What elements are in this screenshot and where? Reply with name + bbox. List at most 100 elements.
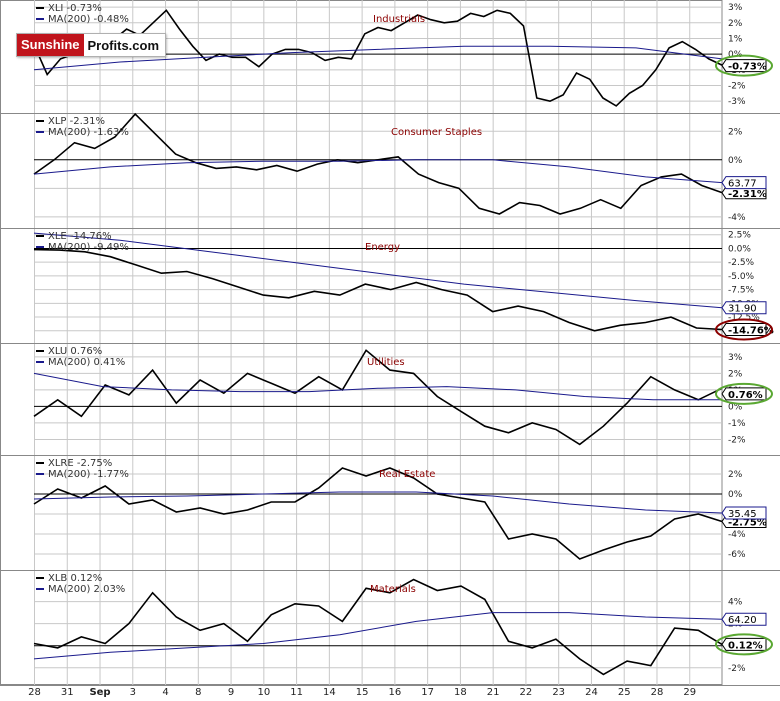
y-tick-label: -5.0%: [728, 272, 755, 282]
legend-entry: MA(200) -1.77%: [48, 469, 129, 480]
x-axis-label-14: 14: [323, 687, 336, 698]
price-line-XLRE: [33, 467, 723, 560]
x-axis-label-31: 31: [61, 687, 74, 698]
highlight-circle: [715, 54, 773, 77]
x-axis-label-25: 25: [618, 687, 631, 698]
y-tick-label: -6%: [728, 550, 746, 560]
legend-entry: MA(200) 0.41%: [48, 357, 125, 368]
highlight-circle: [715, 633, 773, 656]
x-axis-label-9: 9: [228, 687, 234, 698]
ma-value-callout: [721, 506, 767, 520]
y-tick-label: 0%: [728, 156, 743, 166]
legend-entry: XLI -0.73%: [48, 3, 102, 14]
y-tick-label: -4%: [728, 530, 746, 540]
last-value-text: -2.75%: [728, 518, 767, 529]
last-value-text: -2.31%: [728, 189, 767, 200]
ma200-line: [33, 372, 723, 401]
x-axis-label-11: 11: [290, 687, 303, 698]
price-line-XLI: [33, 9, 723, 107]
legend-entry: XLE -14.76%: [48, 231, 112, 242]
logo-part-profits: Profits.com: [87, 37, 160, 53]
y-tick-label: 3%: [728, 3, 743, 13]
chart-title: Materials: [370, 584, 416, 595]
ma200-line: [33, 45, 723, 71]
legend-entry: MA(200) 2.03%: [48, 584, 125, 595]
price-line-XLB: [33, 578, 723, 676]
y-tick-label: 2%: [728, 369, 743, 379]
last-value-text: -0.73%: [728, 62, 767, 73]
chart-title: Industrials: [373, 14, 425, 25]
y-tick-label: -4%: [728, 213, 746, 223]
y-tick-label: -7.5%: [728, 286, 755, 296]
x-axis-label-17: 17: [421, 687, 434, 698]
plot-frame: [0, 0, 723, 685]
ma-value-callout: [721, 612, 767, 626]
ma-value-callout: [721, 176, 767, 190]
y-tick-label: 4%: [728, 598, 743, 608]
y-tick-label: 0%: [728, 402, 743, 412]
chart-title: Energy: [365, 242, 400, 253]
ma200-line: [33, 491, 723, 514]
y-tick-label: 2.5%: [728, 231, 751, 241]
chart-title: Utilities: [367, 357, 405, 368]
last-value-callout: [721, 387, 767, 401]
ma200-line: [33, 612, 723, 660]
y-tick-label: -1%: [728, 419, 746, 429]
ma-value-text: 63.77: [728, 179, 757, 190]
x-axis-label-3: 3: [130, 687, 136, 698]
price-line-XLE: [33, 248, 723, 332]
chart-title: Real Estate: [379, 469, 435, 480]
y-tick-label: -2%: [728, 435, 746, 445]
highlight-circle: [715, 318, 773, 341]
legend-entry: XLP -2.31%: [48, 116, 105, 127]
legend-entry: XLB 0.12%: [48, 573, 102, 584]
x-axis-label-8: 8: [195, 687, 201, 698]
last-value-callout: [721, 637, 767, 651]
y-tick-label: 2%: [728, 470, 743, 480]
legend-entry: MA(200) -1.63%: [48, 127, 129, 138]
last-value-callout: [721, 59, 767, 73]
x-axis-label-Sep: Sep: [89, 687, 110, 698]
x-axis-label-21: 21: [487, 687, 500, 698]
y-tick-label: 0.0%: [728, 244, 751, 254]
x-axis-label-10: 10: [257, 687, 270, 698]
ma-value-text: 64.20: [728, 615, 757, 626]
ma-value-text: 35.45: [728, 509, 757, 520]
legend-entry: XLRE -2.75%: [48, 458, 112, 469]
y-tick-label: -2%: [728, 664, 746, 674]
x-axis-label-23: 23: [552, 687, 565, 698]
logo-part-sunshine: Sunshine: [17, 34, 84, 56]
x-axis-label-4: 4: [162, 687, 168, 698]
x-axis-label-28: 28: [651, 687, 664, 698]
y-tick-label: 2%: [728, 127, 743, 137]
legend-entry: MA(200) -0.48%: [48, 14, 129, 25]
legend-entry: XLU 0.76%: [48, 346, 102, 357]
y-tick-label: -2.5%: [728, 258, 755, 268]
y-tick-label: 0%: [728, 490, 743, 500]
x-axis-label-22: 22: [520, 687, 533, 698]
x-axis-label-28: 28: [28, 687, 41, 698]
y-tick-label: 2%: [728, 19, 743, 29]
y-tick-label: -2%: [728, 81, 746, 91]
x-axis-label-18: 18: [454, 687, 467, 698]
y-tick-label: 1%: [728, 34, 743, 44]
last-value-text: 0.76%: [728, 390, 763, 401]
y-tick-label: -3%: [728, 97, 746, 107]
last-value-text: -14.76%: [728, 325, 774, 336]
price-line-XLP: [33, 112, 723, 215]
x-axis-label-15: 15: [356, 687, 369, 698]
sunshine-profits-logo: Sunshine Profits.com: [16, 33, 166, 57]
y-tick-label: -12.5%: [728, 313, 760, 323]
legend-entry: MA(200) -9.49%: [48, 242, 129, 253]
last-value-text: 0.12%: [728, 640, 763, 651]
ma-value-callout: [721, 301, 767, 315]
x-axis-label-16: 16: [389, 687, 402, 698]
y-tick-label: 3%: [728, 353, 743, 363]
last-value-callout: [721, 322, 767, 336]
price-line-XLU: [33, 349, 723, 446]
chart-title: Consumer Staples: [391, 127, 482, 138]
x-axis-label-24: 24: [585, 687, 598, 698]
ma-value-text: 31.90: [728, 304, 757, 315]
ma200-line: [33, 159, 723, 184]
